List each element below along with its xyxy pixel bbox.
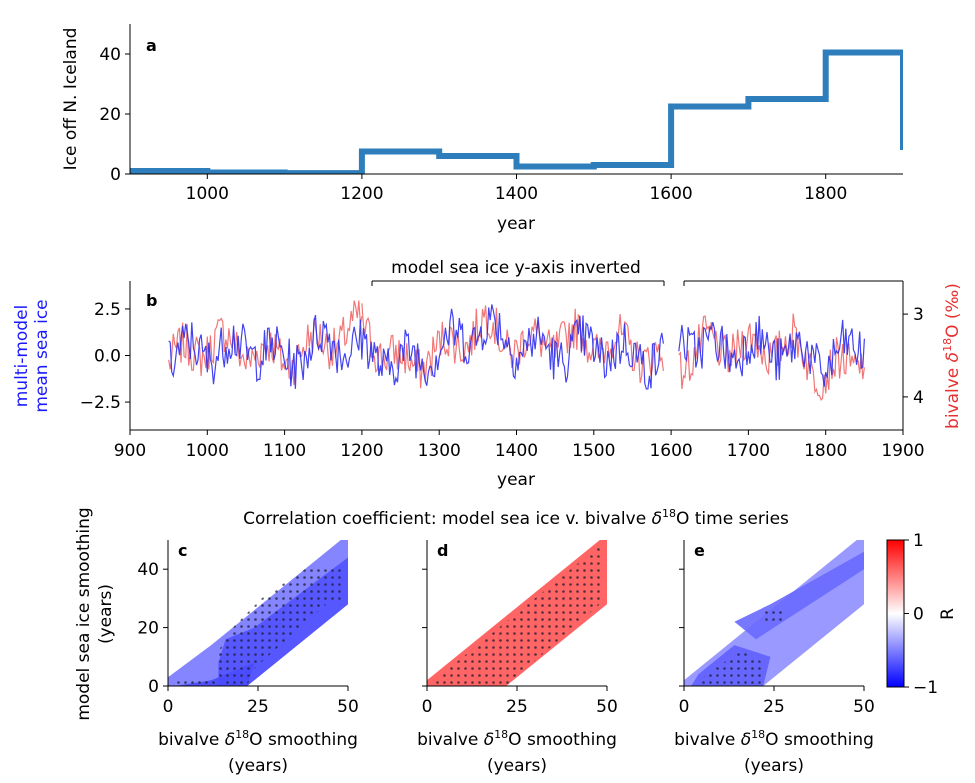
y-axis-label: Ice off N. Iceland bbox=[61, 28, 81, 171]
y-tick-label: 2.5 bbox=[94, 300, 121, 320]
colorbar-tick-label: 0 bbox=[913, 605, 924, 625]
x-tick-label: 50 bbox=[853, 697, 875, 717]
heatmap-panels: 0 25 50 0 20 40 c bivalve δ18O smoothing (years)… bbox=[74, 507, 875, 776]
y-tick-label: 40 bbox=[137, 560, 159, 580]
y2-tick-label: 4 bbox=[913, 388, 924, 408]
x-tick-label: 1000 bbox=[186, 184, 229, 204]
panel-label-c: c bbox=[178, 541, 187, 560]
x-tick-label: 1000 bbox=[186, 441, 229, 461]
x-tick-label: 1400 bbox=[495, 184, 538, 204]
y2-tick-label: 3 bbox=[913, 305, 924, 325]
x-axis-label: bivalve δ18O smoothing bbox=[158, 728, 358, 750]
y-tick-label: 0.0 bbox=[94, 347, 121, 367]
x-tick-label: 1500 bbox=[572, 441, 615, 461]
model-sea-ice-line bbox=[678, 315, 865, 387]
heatmap-panel-c bbox=[168, 540, 348, 686]
significance-stipple bbox=[763, 610, 785, 622]
panel-label-e: e bbox=[694, 541, 705, 560]
y-axis-label: multi-modelmean sea ice bbox=[12, 299, 52, 412]
y-tick-label: 20 bbox=[137, 619, 159, 639]
x-tick-label: 1200 bbox=[340, 184, 383, 204]
x-axis-label-units: (years) bbox=[228, 756, 288, 776]
correlation-title: Correlation coefficient: model sea ice v… bbox=[243, 507, 789, 529]
x-tick-label: 1600 bbox=[649, 441, 692, 461]
x-tick-label: 0 bbox=[163, 697, 174, 717]
panel-b-lines bbox=[168, 300, 865, 402]
x-axis-label: bivalve δ18O smoothing bbox=[417, 728, 617, 750]
x-axis-label: year bbox=[497, 470, 535, 490]
panel-label-b: b bbox=[146, 291, 157, 310]
model-sea-ice-line bbox=[168, 314, 363, 389]
panel-b-title: model sea ice y-axis inverted bbox=[391, 258, 641, 278]
panel-b: model sea ice y-axis inverted 900 1000 110… bbox=[12, 258, 963, 490]
significance-stipple bbox=[434, 545, 600, 686]
model-sea-ice-line bbox=[361, 304, 664, 390]
colorbar-gradient bbox=[886, 539, 905, 688]
x-tick-label: 1100 bbox=[263, 441, 306, 461]
x-tick-label: 1400 bbox=[495, 441, 538, 461]
colorbar-tick-label: −1 bbox=[913, 678, 938, 698]
significance-stipple bbox=[175, 680, 219, 686]
y-tick-label: 20 bbox=[99, 105, 121, 125]
correlation-panels: Correlation coefficient: model sea ice v… bbox=[74, 507, 875, 776]
x-axis-label-units: (years) bbox=[744, 756, 804, 776]
y-tick-label: 0 bbox=[148, 677, 159, 697]
bivalve-line bbox=[361, 303, 664, 389]
x-tick-label: 1800 bbox=[804, 441, 847, 461]
x-tick-label: 900 bbox=[114, 441, 146, 461]
colorbar-tick-label: 1 bbox=[913, 531, 924, 551]
panel-label-d: d bbox=[437, 541, 448, 560]
x-tick-label: 25 bbox=[506, 697, 528, 717]
panel-b-axes: 900 1000 1100 1200 1300 1400 1500 1600 1700 1800 1… bbox=[12, 280, 963, 490]
x-tick-label: 50 bbox=[596, 697, 618, 717]
heatmap-panel-e bbox=[684, 540, 864, 686]
x-axis-label: year bbox=[497, 214, 535, 234]
x-tick-label: 1800 bbox=[804, 184, 847, 204]
colorbar-ticks: 1 0 −1 bbox=[904, 531, 938, 698]
panel-label-a: a bbox=[146, 36, 157, 55]
colorbar-label: R bbox=[938, 608, 958, 620]
y2-axis-label: bivalve δ18O (‰) bbox=[941, 283, 963, 429]
x-axis-label-units: (years) bbox=[487, 756, 547, 776]
x-tick-label: 50 bbox=[337, 697, 359, 717]
x-tick-label: 1700 bbox=[727, 441, 770, 461]
significance-stipple bbox=[218, 569, 341, 686]
x-tick-label: 0 bbox=[679, 697, 690, 717]
panel-a-axes: 1000 1200 1400 1600 1800 0 20 40 year Ice off N. … bbox=[61, 24, 903, 234]
y-tick-label: −2.5 bbox=[80, 393, 121, 413]
x-tick-label: 1200 bbox=[340, 441, 383, 461]
x-tick-label: 25 bbox=[763, 697, 785, 717]
y-tick-label: 40 bbox=[99, 45, 121, 65]
panel-a: 1000 1200 1400 1600 1800 0 20 40 year Ice off N. … bbox=[61, 24, 903, 234]
x-axis-label: bivalve δ18O smoothing bbox=[674, 728, 874, 750]
x-tick-label: 25 bbox=[247, 697, 269, 717]
x-tick-label: 1300 bbox=[418, 441, 461, 461]
x-tick-label: 0 bbox=[422, 697, 433, 717]
heatmap-panel-d bbox=[427, 540, 607, 686]
significance-stipple bbox=[698, 651, 764, 686]
heatmap-y-axis-label: model sea ice smoothing (years) bbox=[74, 507, 116, 720]
x-tick-label: 1600 bbox=[649, 184, 692, 204]
colorbar: 1 0 −1 R bbox=[886, 531, 958, 698]
y-tick-label: 0 bbox=[110, 165, 121, 185]
x-tick-label: 1900 bbox=[881, 441, 924, 461]
step-line-series bbox=[130, 49, 903, 174]
